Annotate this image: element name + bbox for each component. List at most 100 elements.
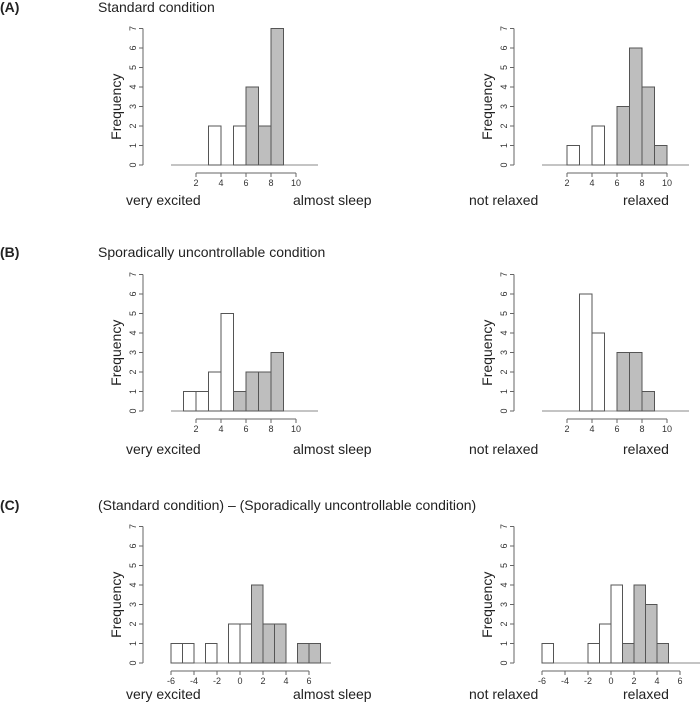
histogram-bar [182, 643, 195, 664]
y-tick-label: 4 [128, 582, 138, 587]
y-tick-label: 7 [128, 26, 138, 31]
x-tick-label: 8 [268, 178, 273, 188]
x-tick-label: 4 [589, 178, 594, 188]
x-tick-label: 4 [589, 424, 594, 434]
x-tick-label: -6 [167, 676, 175, 686]
y-tick-label: 1 [499, 143, 509, 148]
x-tick-label: 2 [193, 424, 198, 434]
y-tick-label: 5 [128, 65, 138, 70]
y-tick-label: 3 [499, 104, 509, 109]
histogram-bar [654, 145, 668, 166]
x-tick-label: 6 [243, 424, 248, 434]
histogram-bar [208, 125, 222, 166]
y-tick-label: 1 [128, 143, 138, 148]
x-tick-label: 10 [662, 178, 672, 188]
histogram-bar [616, 106, 630, 166]
scale-a-right-high: relaxed [623, 192, 669, 208]
histogram-bar [195, 391, 209, 412]
y-tick-label: 6 [499, 543, 509, 548]
histogram-bar [645, 604, 658, 664]
x-tick-label: -4 [561, 676, 569, 686]
scale-c-left-low: very excited [126, 686, 201, 702]
y-tick-label: 5 [128, 311, 138, 316]
histogram-bar [262, 623, 275, 664]
histogram-bar [599, 623, 612, 664]
y-tick-label: 4 [128, 330, 138, 335]
y-tick-label: 2 [499, 621, 509, 626]
x-tick-label: -2 [213, 676, 221, 686]
y-axis-label: Frequency [108, 320, 124, 386]
histogram-bar [579, 293, 593, 412]
x-tick-label: 0 [608, 676, 613, 686]
y-tick-label: 3 [128, 104, 138, 109]
histogram-b-left: 0 1 2 3 4 5 6 7 Frequency 2 4 6 8 10 [108, 256, 320, 446]
y-tick-label: 2 [499, 369, 509, 374]
histogram-bar [220, 313, 234, 412]
histogram-svg: 0 1 2 3 4 5 6 7 Frequency 2 4 6 8 10 [108, 272, 318, 434]
y-tick-label: 3 [499, 602, 509, 607]
histogram-b-right: 0 1 2 3 4 5 6 7 Frequency 2 4 6 8 10 [479, 256, 691, 446]
y-tick-label: 5 [499, 65, 509, 70]
y-tick-label: 1 [128, 641, 138, 646]
scale-a-left-low: very excited [126, 192, 201, 208]
y-tick-label: 1 [499, 389, 509, 394]
y-tick-label: 6 [128, 291, 138, 296]
histogram-bar [641, 391, 655, 412]
x-tick-label: 0 [237, 676, 242, 686]
histogram-a-right: 0 1 2 3 4 5 6 7 Frequency 2 4 6 8 10 [479, 10, 691, 200]
y-tick-label: 5 [499, 311, 509, 316]
histogram-bar [591, 332, 605, 412]
y-tick-label: 2 [128, 123, 138, 128]
scale-b-left-high: almost sleep [293, 441, 372, 457]
histogram-bar [587, 643, 600, 664]
x-tick-label: 2 [193, 178, 198, 188]
y-tick-label: 2 [128, 369, 138, 374]
panel-a-title: Standard condition [98, 0, 215, 15]
y-tick-label: 7 [499, 524, 509, 529]
y-tick-label: 4 [128, 84, 138, 89]
histogram-bar [205, 643, 218, 664]
scale-c-right-high: relaxed [623, 686, 669, 702]
histogram-bar [656, 643, 669, 664]
histogram-bar [251, 584, 264, 664]
y-tick-label: 4 [499, 582, 509, 587]
histogram-a-left: 0 1 2 3 4 5 6 7 Frequency 2 4 6 8 10 [108, 10, 320, 200]
scale-b-right-high: relaxed [623, 441, 669, 457]
x-tick-label: 6 [306, 676, 311, 686]
x-tick-label: 2 [564, 178, 569, 188]
y-tick-label: 4 [499, 84, 509, 89]
histogram-svg: 0 1 2 3 4 5 6 7 Frequency -6 -4 -2 0 2 4 6 [479, 524, 700, 686]
histogram-bar [541, 643, 554, 664]
x-tick-label: 10 [291, 424, 301, 434]
histogram-svg: 0 1 2 3 4 5 6 7 Frequency 2 4 6 8 10 [479, 272, 689, 434]
panel-c-title: (Standard condition) – (Sporadically unc… [98, 497, 477, 513]
x-tick-label: 8 [268, 424, 273, 434]
histogram-c-left: 0 1 2 3 4 5 6 7 Frequency -6 -4 -2 0 2 4 6 [108, 508, 331, 698]
x-tick-label: 8 [639, 178, 644, 188]
histogram-bar [641, 86, 655, 166]
histogram-bar [633, 584, 646, 664]
x-tick-label: 2 [631, 676, 636, 686]
histogram-bar [228, 623, 241, 664]
y-tick-label: 7 [499, 26, 509, 31]
histogram-bar [629, 47, 643, 166]
y-tick-label: 4 [499, 330, 509, 335]
histogram-bar [245, 86, 259, 166]
histogram-bar [610, 584, 623, 664]
panel-a-label: (A) [0, 0, 20, 15]
y-tick-label: 0 [499, 660, 509, 665]
histogram-bar [566, 145, 580, 166]
x-tick-label: 8 [639, 424, 644, 434]
scale-b-left-low: very excited [126, 441, 201, 457]
y-tick-label: 6 [499, 45, 509, 50]
y-tick-label: 1 [499, 641, 509, 646]
histogram-svg: 0 1 2 3 4 5 6 7 Frequency 2 4 6 8 10 [108, 26, 318, 188]
histogram-bar [233, 391, 247, 412]
x-tick-label: 4 [283, 676, 288, 686]
x-tick-label: 6 [677, 676, 682, 686]
scale-a-left-high: almost sleep [293, 192, 372, 208]
histogram-bar [208, 371, 222, 412]
y-tick-label: 6 [128, 45, 138, 50]
scale-b-right-low: not relaxed [469, 441, 539, 457]
histogram-svg: 0 1 2 3 4 5 6 7 Frequency -6 -4 -2 0 2 4 6 [108, 524, 331, 686]
